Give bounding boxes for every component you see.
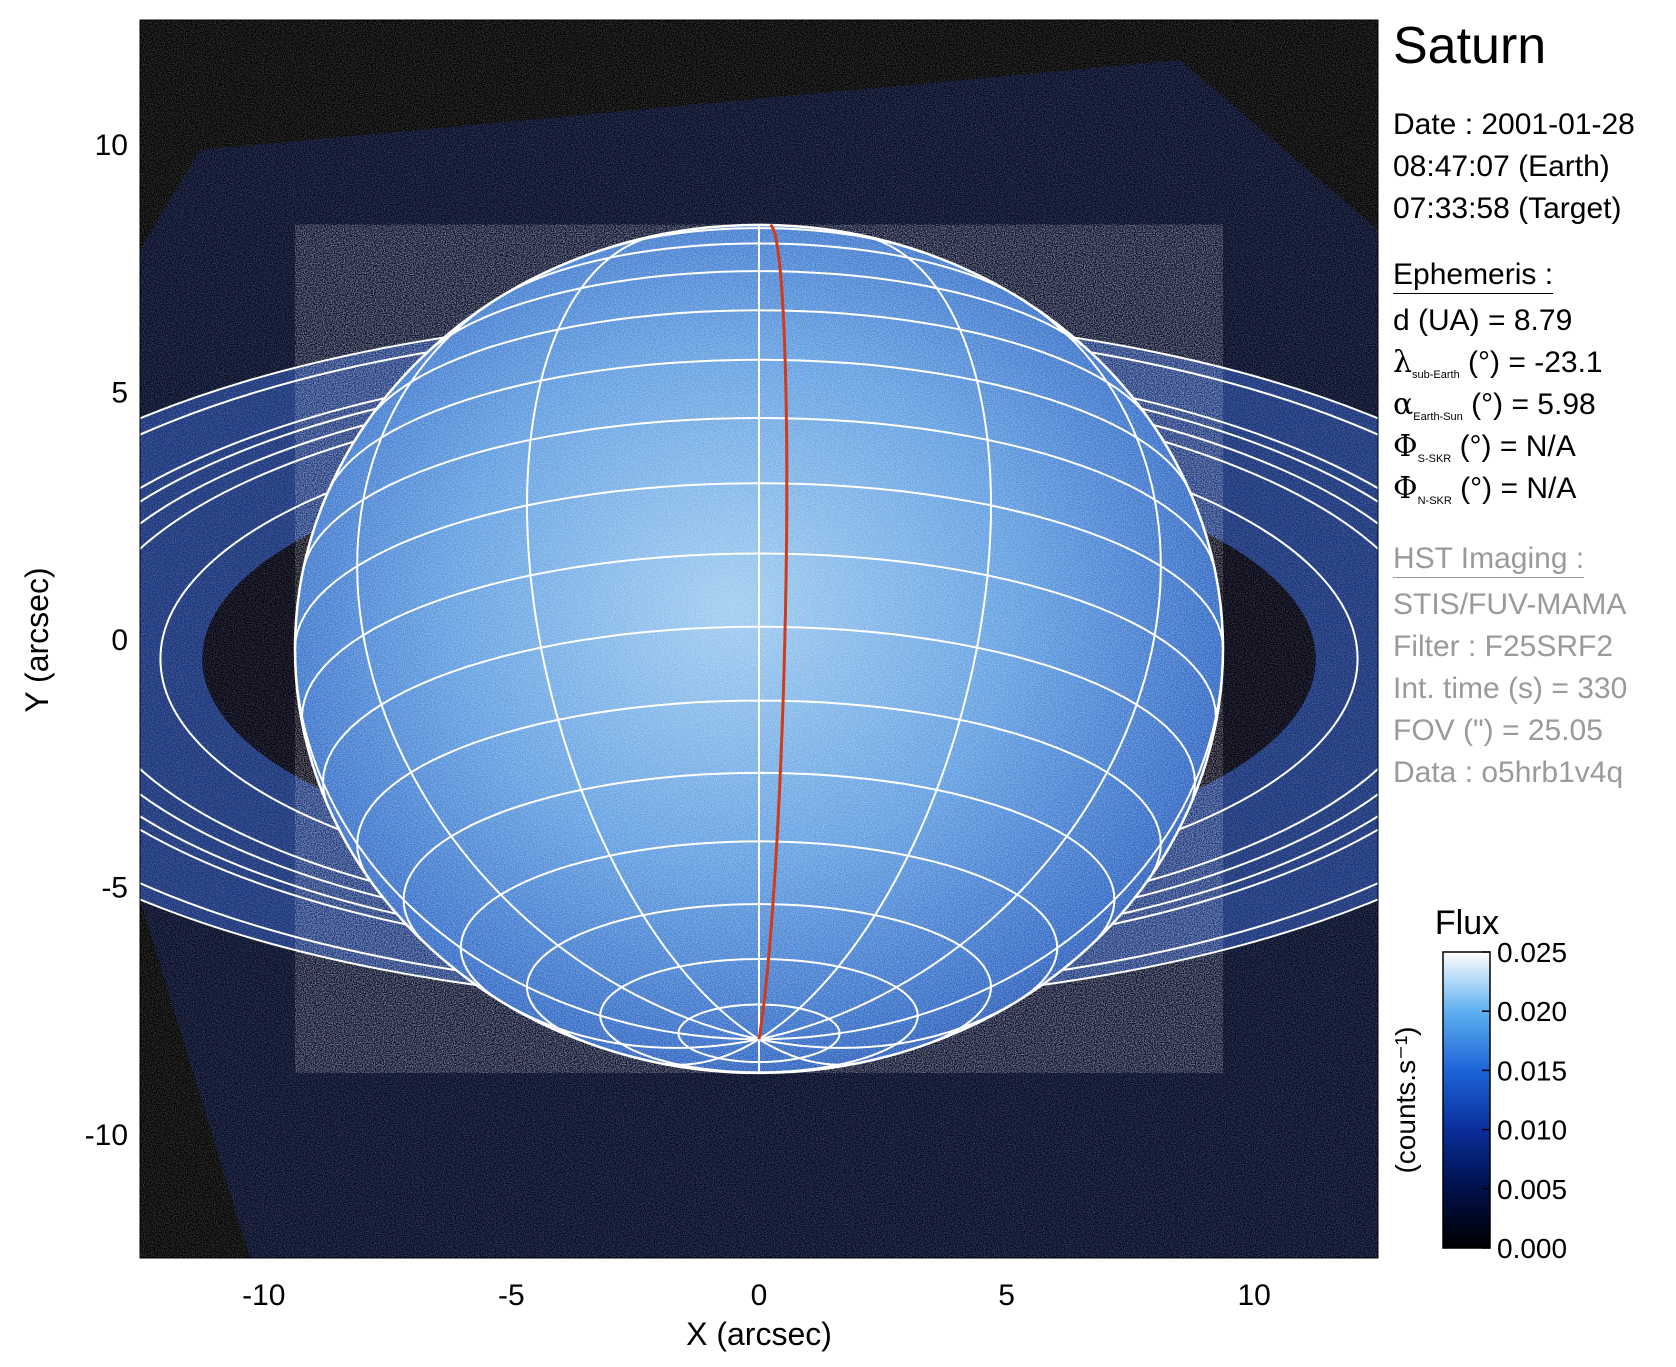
hst-imaging-heading: HST Imaging :	[1393, 542, 1585, 578]
data-id: Data : o5hrb1v4q	[1393, 756, 1624, 789]
y-tick-label: -10	[85, 1119, 128, 1152]
colorbar-tick-label: 0.010	[1497, 1115, 1567, 1146]
image-panel	[140, 20, 1378, 1258]
colorbar-scale	[1442, 951, 1491, 1249]
y-axis-label: Y (arcsec)	[19, 567, 55, 712]
x-tick-label: 0	[751, 1279, 768, 1312]
colorbar-tick-label: 0.005	[1497, 1174, 1567, 1205]
x-tick-label: 5	[998, 1279, 1015, 1312]
instrument: STIS/FUV-MAMA	[1393, 588, 1627, 621]
phase-angle: αEarth-Sun (°) = 5.98	[1393, 387, 1596, 423]
colorbar-tick-label: 0.025	[1497, 937, 1567, 968]
longitude-line	[356, 295, 760, 1041]
lat-lon-grid	[293, 223, 1225, 1075]
field-of-view: FOV (") = 25.05	[1393, 714, 1603, 747]
longitude-line	[293, 635, 760, 1041]
x-tick-label: -5	[498, 1279, 525, 1312]
target-time: 07:33:58 (Target)	[1393, 192, 1622, 225]
y-axis-ticks: 10 5 0 -5 -10	[85, 129, 128, 1152]
distance-value: d (UA) = 8.79	[1393, 304, 1573, 337]
colorbar-ticks: 0.025 0.020 0.015 0.010 0.005 0.000	[1482, 937, 1567, 1264]
skr-south-phase: ΦS-SKR (°) = N/A	[1393, 429, 1576, 465]
colorbar-title: Flux	[1435, 904, 1499, 942]
longitude-line	[758, 635, 1225, 1041]
filter: Filter : F25SRF2	[1393, 630, 1614, 663]
x-axis-label: X (arcsec)	[686, 1316, 832, 1352]
skr-north-phase: ΦN-SKR (°) = N/A	[1393, 471, 1577, 507]
y-tick-label: 5	[111, 376, 128, 409]
colorbar-tick-label: 0.015	[1497, 1055, 1567, 1086]
x-tick-label: 10	[1238, 1279, 1271, 1312]
longitude-line	[758, 234, 993, 1041]
y-tick-label: 10	[95, 129, 128, 162]
ephemeris-heading: Ephemeris :	[1393, 258, 1554, 294]
planet-limb	[293, 223, 1225, 1075]
y-tick-label: -5	[101, 872, 128, 905]
plot-frame	[139, 19, 1379, 1259]
planet-title: Saturn	[1393, 17, 1547, 75]
earth-time: 08:47:07 (Earth)	[1393, 150, 1610, 183]
longitude-line	[758, 295, 1162, 1041]
x-tick-label: -10	[242, 1279, 285, 1312]
y-tick-label: 0	[111, 624, 128, 657]
integration-time: Int. time (s) = 330	[1393, 672, 1628, 705]
x-axis-ticks: -10 -5 0 5 10	[242, 1279, 1271, 1312]
date-line: Date : 2001-01-28	[1393, 108, 1635, 141]
colorbar: Flux (counts.s⁻¹) 0.0250.0200.0150.0100.…	[1390, 904, 1567, 1264]
colorbar-tick-label: 0.000	[1497, 1233, 1567, 1264]
central-meridian	[757, 223, 789, 1040]
longitude-line	[525, 234, 760, 1041]
sub-earth-latitude: λsub-Earth (°) = -23.1	[1393, 345, 1603, 381]
colorbar-label: (counts.s⁻¹)	[1390, 1026, 1421, 1173]
colorbar-tick-label: 0.020	[1497, 996, 1567, 1027]
